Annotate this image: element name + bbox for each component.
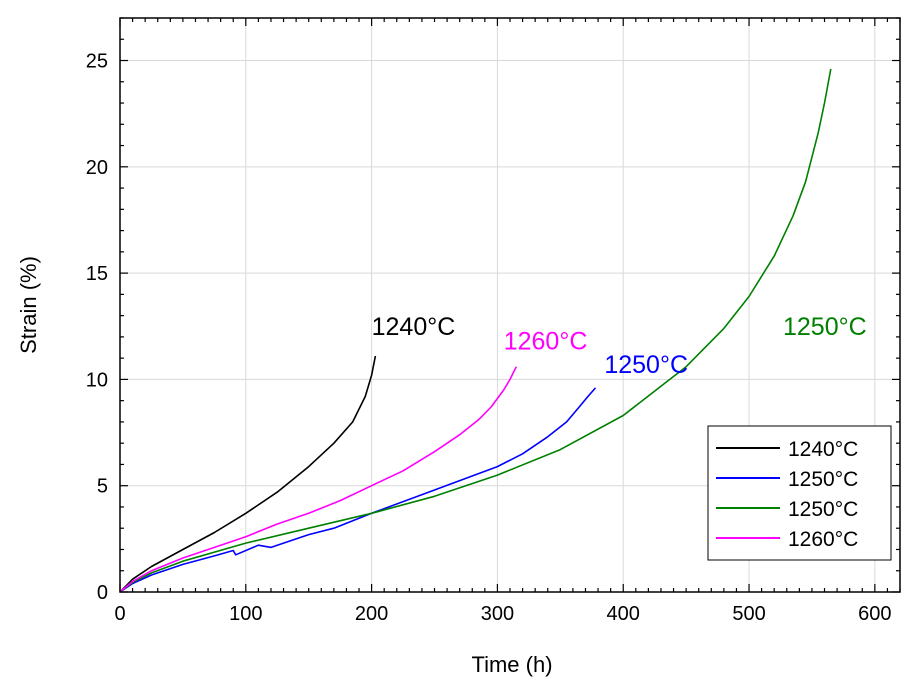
axis-ticks	[119, 17, 901, 593]
legend-label-1: 1240°C	[788, 438, 858, 461]
series-line-1	[119, 355, 377, 593]
legend-label-3: 1250°C	[788, 498, 858, 521]
y-axis-label: Strain (%)	[16, 256, 41, 354]
series-line-3	[119, 68, 832, 593]
x-tick-label: 500	[732, 603, 765, 625]
annotation-2: 1260°C	[504, 328, 588, 356]
x-tick-label: 200	[355, 603, 388, 625]
y-tick-label: 0	[97, 582, 108, 604]
annotation-1: 1240°C	[372, 313, 456, 341]
legend: 1240°C 1250°C 1250°C 1260°C	[707, 425, 892, 561]
series-line-4	[119, 366, 518, 593]
y-tick-label: 15	[86, 263, 108, 285]
series-lines	[119, 68, 832, 593]
series-line-2	[119, 387, 597, 593]
legend-label-2: 1250°C	[788, 468, 858, 491]
x-axis-label: Time (h)	[471, 652, 552, 677]
annotation-3: 1250°C	[604, 351, 688, 379]
y-tick-label: 20	[86, 157, 108, 179]
grid	[119, 18, 900, 593]
legend-label-4: 1260°C	[788, 528, 858, 551]
x-tick-label: 100	[229, 603, 262, 625]
x-tick-label: 400	[607, 603, 640, 625]
tick-labels: 0 100 200 300 400 500 600 0 5 10 15 20 25	[86, 51, 892, 625]
y-tick-label: 25	[86, 51, 108, 73]
annotation-4: 1250°C	[783, 313, 867, 341]
y-tick-label: 5	[97, 476, 108, 498]
x-tick-label: 300	[481, 603, 514, 625]
x-tick-label: 600	[858, 603, 891, 625]
series-annotations: 1240°C 1260°C 1250°C 1250°C	[372, 313, 867, 379]
x-tick-label: 0	[114, 603, 125, 625]
y-tick-label: 10	[86, 369, 108, 391]
